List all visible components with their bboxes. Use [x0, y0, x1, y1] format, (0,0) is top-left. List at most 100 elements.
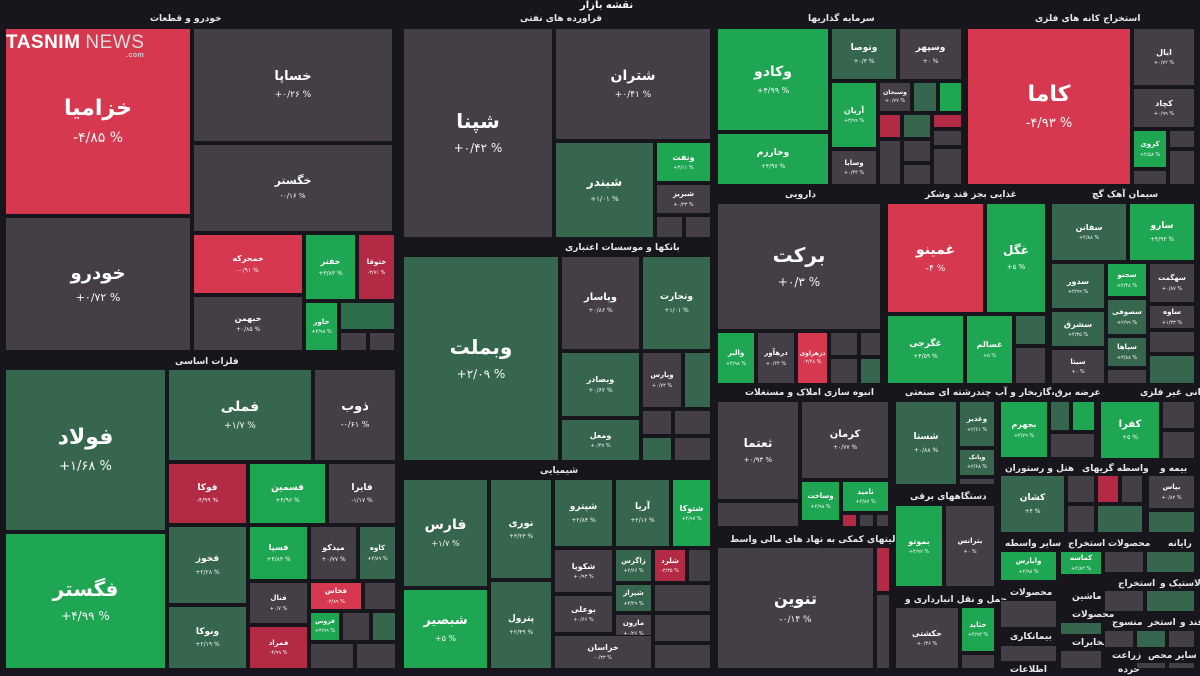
stock-tile[interactable]: حتاید +۴/۹۳ % [961, 607, 995, 652]
stock-tile[interactable] [961, 654, 995, 669]
stock-tile[interactable] [1072, 401, 1095, 431]
stock-tile[interactable]: سهگمت +۰/۸۷ % [1149, 263, 1195, 303]
stock-tile[interactable] [342, 612, 370, 641]
stock-tile[interactable] [933, 130, 962, 146]
stock-tile[interactable]: فارس +۱/۷ % [403, 479, 488, 587]
stock-tile[interactable]: خساپا +۰/۲۶ % [193, 28, 393, 142]
stock-tile[interactable] [1146, 590, 1195, 612]
stock-tile[interactable]: دزهراوی -۲/۴۸ % [797, 332, 828, 384]
stock-tile[interactable]: فملی +۱/۷ % [168, 369, 312, 461]
stock-tile[interactable] [1097, 505, 1143, 533]
stock-tile[interactable] [656, 216, 683, 238]
stock-tile[interactable] [1015, 347, 1046, 384]
stock-tile[interactable]: وتوصا +۰/۳ % [831, 28, 897, 80]
stock-tile[interactable]: سفانن +۴/۸۸ % [1051, 203, 1127, 261]
stock-tile[interactable]: ونفت +۳/۱۱ % [656, 142, 711, 182]
stock-tile[interactable]: ونوکا +۲/۱۹ % [168, 606, 247, 669]
stock-tile[interactable]: وسپهر +۰ % [899, 28, 962, 80]
stock-tile[interactable] [356, 643, 396, 669]
stock-tile[interactable]: وخارزم +۴/۹۷ % [717, 133, 829, 185]
stock-tile[interactable] [933, 114, 962, 128]
stock-tile[interactable]: شیراز +۳/۲۹ % [615, 584, 652, 612]
stock-tile[interactable] [372, 612, 396, 641]
stock-tile[interactable]: آریان +۳/۹۹ % [831, 82, 877, 148]
stock-tile[interactable]: فوکا -۴/۹۹ % [168, 463, 247, 524]
stock-tile[interactable] [1060, 622, 1102, 635]
stock-tile[interactable]: آریا +۲/۱۶ % [615, 479, 670, 547]
stock-tile[interactable]: ثعتما +۰/۹۳ % [717, 401, 799, 500]
stock-tile[interactable]: فنال +۰/۷ % [249, 582, 308, 624]
stock-tile[interactable] [903, 140, 931, 162]
stock-tile[interactable]: ثامید +۴/۸۷ % [842, 481, 889, 512]
stock-tile[interactable] [830, 332, 858, 356]
stock-tile[interactable] [959, 478, 995, 485]
stock-tile[interactable] [717, 502, 799, 527]
stock-tile[interactable] [1136, 662, 1166, 669]
stock-tile[interactable]: خزامیا -۴/۸۵ % [5, 28, 191, 215]
stock-tile[interactable] [310, 643, 354, 669]
stock-tile[interactable]: خراسان -۰/۳۳ % [554, 635, 652, 669]
stock-tile[interactable] [364, 582, 396, 610]
stock-tile[interactable] [1162, 431, 1195, 459]
stock-tile[interactable] [879, 114, 901, 138]
stock-tile[interactable]: غگرجی +۴/۵۹ % [887, 315, 964, 384]
stock-tile[interactable]: وبملت +۲/۰۹ % [403, 256, 559, 461]
stock-tile[interactable] [903, 164, 931, 185]
stock-tile[interactable]: وغدیر +۲/۶۱ % [959, 401, 995, 447]
stock-tile[interactable]: فمراد -۴/۹۹ % [249, 626, 308, 669]
stock-tile[interactable] [1107, 369, 1147, 384]
stock-tile[interactable]: حکشتی +۰/۳۶ % [895, 607, 959, 669]
stock-tile[interactable]: خودرو +۰/۷۲ % [5, 217, 191, 351]
stock-tile[interactable] [1148, 511, 1195, 533]
stock-tile[interactable]: ذوب -۰/۶۱ % [314, 369, 396, 461]
stock-tile[interactable] [340, 332, 367, 351]
stock-tile[interactable] [674, 437, 711, 461]
stock-tile[interactable]: کفرا +۵ % [1100, 401, 1160, 459]
stock-tile[interactable] [913, 82, 937, 112]
stock-tile[interactable]: سجنو +۴/۴۸ % [1107, 263, 1147, 297]
stock-tile[interactable]: غمینو -۴ % [887, 203, 984, 313]
stock-tile[interactable] [1067, 475, 1095, 503]
stock-tile[interactable]: وسبحان +۰/۷۷ % [879, 82, 911, 112]
stock-tile[interactable]: کاما -۴/۹۳ % [967, 28, 1131, 185]
stock-tile[interactable]: فخاس -۳/۸۹ % [310, 582, 362, 610]
stock-tile[interactable]: درهآور +۰/۲۴ % [757, 332, 795, 384]
stock-tile[interactable]: وبصادر +۰/۶۲ % [561, 352, 640, 417]
stock-tile[interactable] [939, 82, 962, 112]
stock-tile[interactable] [1149, 355, 1195, 384]
stock-tile[interactable]: غسالم +۵ % [966, 315, 1013, 384]
stock-tile[interactable]: کروی +۴/۵۸ % [1133, 130, 1167, 168]
stock-tile[interactable]: وپاسار +۰/۸۶ % [561, 256, 640, 350]
stock-tile[interactable] [1000, 600, 1057, 628]
stock-tile[interactable] [1168, 662, 1195, 669]
stock-tile[interactable]: شپنا +۰/۴۲ % [403, 28, 553, 238]
stock-tile[interactable] [1015, 315, 1046, 345]
stock-tile[interactable]: ایال +۰/۷۲ % [1133, 28, 1195, 86]
stock-tile[interactable]: کرمان +۰/۷۷ % [801, 401, 889, 479]
stock-tile[interactable] [903, 114, 931, 138]
stock-tile[interactable]: بپاس +۰/۸۲ % [1148, 475, 1195, 509]
stock-tile[interactable]: غگل +۵ % [986, 203, 1046, 313]
stock-tile[interactable] [1146, 551, 1195, 573]
stock-tile[interactable]: کماسه +۴/۸۴ % [1060, 551, 1102, 575]
stock-tile[interactable]: ختوقا -۳/۷۱ % [358, 234, 395, 300]
stock-tile[interactable] [860, 358, 881, 384]
stock-tile[interactable] [1133, 170, 1167, 185]
stock-tile[interactable] [1060, 650, 1102, 669]
stock-tile[interactable]: کاوه +۳/۸۹ % [359, 526, 396, 580]
stock-tile[interactable]: بترانس +۰ % [945, 505, 995, 587]
stock-tile[interactable] [685, 216, 711, 238]
stock-tile[interactable]: سارو +۴/۹۳ % [1129, 203, 1195, 261]
stock-tile[interactable] [684, 352, 711, 408]
stock-tile[interactable]: فسمین +۴/۹۶ % [249, 463, 326, 524]
stock-tile[interactable] [654, 584, 711, 612]
stock-tile[interactable] [876, 594, 890, 669]
stock-tile[interactable]: سصوفی +۲/۹۹ % [1107, 299, 1147, 335]
stock-tile[interactable] [654, 644, 711, 669]
stock-tile[interactable] [830, 358, 858, 384]
stock-tile[interactable]: فسپا +۴/۸۴ % [249, 526, 308, 580]
stock-tile[interactable]: کشان +۴ % [1000, 475, 1065, 533]
stock-tile[interactable] [1121, 475, 1143, 503]
stock-tile[interactable] [1097, 475, 1119, 503]
stock-tile[interactable] [859, 514, 874, 527]
